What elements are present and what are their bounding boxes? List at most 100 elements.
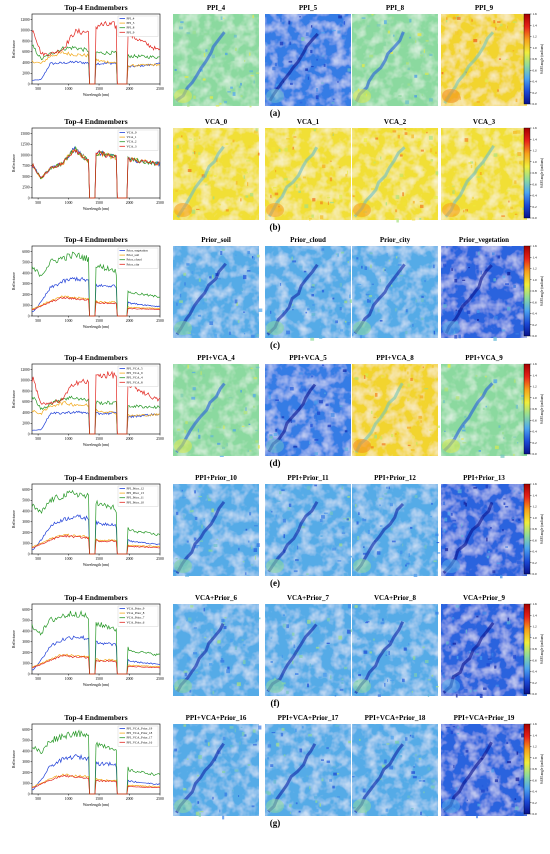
- map-speckle: [384, 492, 388, 495]
- map-speckle: [332, 785, 335, 789]
- map-title: VCA+Prior_9: [463, 594, 506, 602]
- map-speckle: [380, 551, 382, 556]
- map-speckle: [197, 428, 199, 433]
- map-speckle: [339, 166, 341, 168]
- colorbar-tick-label: 0.8: [533, 527, 538, 531]
- map-speckle: [292, 309, 294, 311]
- map-speckle: [278, 148, 281, 152]
- map-urban-patch: [353, 799, 371, 813]
- map-speckle: [407, 383, 410, 387]
- map-speckle: [209, 96, 213, 99]
- map-speckle: [407, 83, 411, 86]
- map-speckle: [204, 298, 207, 302]
- x-tick-label: 2000: [126, 201, 134, 205]
- map-speckle: [411, 771, 415, 774]
- map-speckle: [516, 130, 521, 134]
- colorbar-tick-label: 1.6: [533, 602, 538, 606]
- map-speckle: [359, 335, 362, 339]
- map-title: Prior_cloud: [290, 236, 326, 244]
- map-speckle: [223, 17, 225, 19]
- map-speckle: [320, 535, 323, 537]
- map-speckle: [311, 66, 314, 68]
- map-speckle: [446, 614, 448, 618]
- map-speckle: [465, 629, 467, 634]
- map-speckle: [184, 282, 186, 286]
- map-speckle: [253, 80, 255, 84]
- map-speckle: [390, 735, 394, 740]
- legend-entry: PPI_8: [127, 26, 135, 30]
- legend-box: [117, 15, 159, 37]
- map-speckle: [232, 177, 236, 180]
- map-speckle: [311, 25, 313, 28]
- map-speckle: [394, 218, 399, 220]
- map-speckle: [359, 738, 361, 741]
- map-speckle: [209, 321, 214, 325]
- legend-entry: VCA_Prior_7: [127, 616, 145, 620]
- map-speckle: [367, 379, 372, 381]
- map-speckle: [315, 800, 318, 803]
- map-speckle: [374, 498, 376, 502]
- map-speckle: [443, 304, 447, 308]
- map-speckle: [347, 68, 351, 72]
- map-speckle: [417, 138, 421, 141]
- map-speckle: [358, 674, 361, 677]
- map-speckle: [451, 434, 455, 438]
- map-speckle: [479, 172, 482, 175]
- map-speckle: [457, 733, 460, 735]
- x-tick-label: 2000: [126, 87, 134, 91]
- x-tick-label: 1000: [65, 437, 73, 441]
- map-speckle: [273, 433, 278, 436]
- map-speckle: [431, 674, 434, 677]
- map-title: VCA+Prior_6: [195, 594, 238, 602]
- map-speckle: [435, 611, 439, 615]
- map-speckle: [407, 444, 411, 446]
- map-PPI+VCA+Prior_16: PPI+VCA+Prior_16: [173, 714, 262, 820]
- map-VCA_3: VCA_3: [441, 118, 529, 220]
- map-speckle: [315, 646, 320, 649]
- map-speckle: [433, 264, 435, 269]
- x-axis-label: Wavelength (nm): [83, 803, 110, 807]
- map-speckle: [424, 660, 429, 664]
- map-speckle: [479, 694, 483, 698]
- map-speckle: [187, 104, 190, 107]
- map-title: PPI+VCA+Prior_19: [454, 714, 515, 722]
- map-speckle: [506, 606, 509, 611]
- map-speckle: [414, 74, 418, 78]
- map-speckle: [391, 284, 393, 287]
- map-title: PPI+Prior_11: [287, 474, 329, 482]
- map-speckle: [194, 516, 198, 521]
- series-line-VCA_Prior_8: [31, 653, 161, 675]
- map-speckle: [364, 266, 367, 270]
- map-speckle: [380, 621, 385, 625]
- map-speckle: [495, 26, 497, 31]
- map-speckle: [253, 548, 258, 552]
- map-speckle: [181, 135, 183, 138]
- map-speckle: [243, 734, 247, 737]
- map-speckle: [251, 545, 253, 550]
- map-speckle: [301, 726, 304, 729]
- map-speckle: [421, 317, 424, 321]
- legend-box: [117, 365, 159, 387]
- map-speckle: [522, 207, 525, 210]
- series-line-Prior_cloud: [31, 251, 161, 317]
- colorbar-tick-label: 0.2: [533, 91, 538, 95]
- map-urban-patch: [266, 203, 284, 217]
- map-speckle: [395, 195, 400, 199]
- map-speckle: [494, 665, 497, 669]
- map-speckle: [504, 604, 507, 606]
- map-speckle: [435, 171, 439, 175]
- map-speckle: [381, 375, 384, 377]
- map-speckle: [234, 728, 236, 733]
- row-5: Top-4 Endmembers 0 1000 2000 3000 4000 5000 600…: [12, 473, 544, 588]
- map-speckle: [311, 375, 314, 378]
- map-Prior_soil: Prior_soil: [173, 236, 263, 338]
- map-speckle: [248, 450, 252, 452]
- map-speckle: [374, 432, 377, 435]
- map-speckle: [362, 518, 364, 520]
- map-speckle: [203, 53, 206, 57]
- map-urban-patch: [353, 679, 371, 693]
- map-speckle: [482, 145, 484, 147]
- map-speckle: [223, 622, 225, 626]
- map-speckle: [385, 808, 389, 812]
- map-speckle: [309, 786, 311, 790]
